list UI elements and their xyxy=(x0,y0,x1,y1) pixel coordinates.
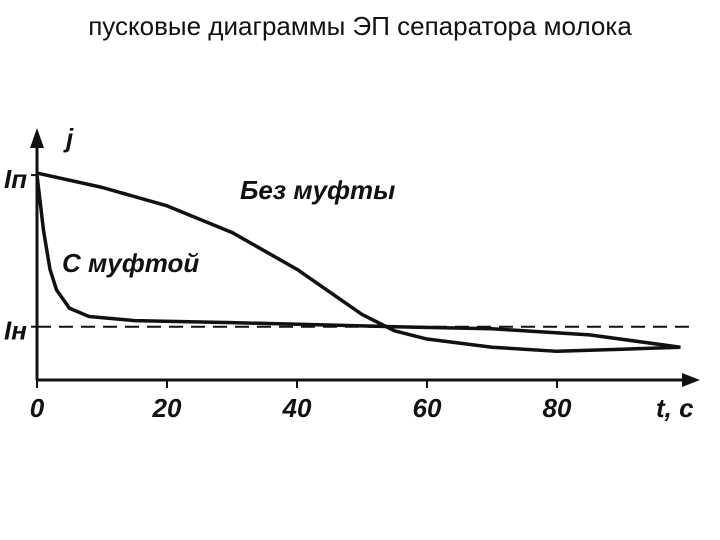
x-tick-label: 20 xyxy=(152,393,182,423)
y-tick-label: Iп xyxy=(4,164,27,194)
x-tick-label: 60 xyxy=(413,393,442,423)
y-arrow xyxy=(30,128,44,148)
x-tick-label: 80 xyxy=(543,393,572,423)
y-axis-label: j xyxy=(63,123,74,153)
series-line xyxy=(36,171,681,354)
y-tick-label: Iн xyxy=(4,316,27,346)
series-label: С муфтой xyxy=(62,248,199,278)
x-tick-label: 40 xyxy=(282,393,312,423)
x-arrow xyxy=(682,373,700,387)
x-axis-label: t, c xyxy=(656,393,694,423)
x-tick-label: 0 xyxy=(30,393,45,423)
slide-title: пусковые диаграммы ЭП сепаратора молока xyxy=(88,11,632,41)
series-label: Без муфты xyxy=(240,175,395,205)
series-line xyxy=(35,174,681,349)
